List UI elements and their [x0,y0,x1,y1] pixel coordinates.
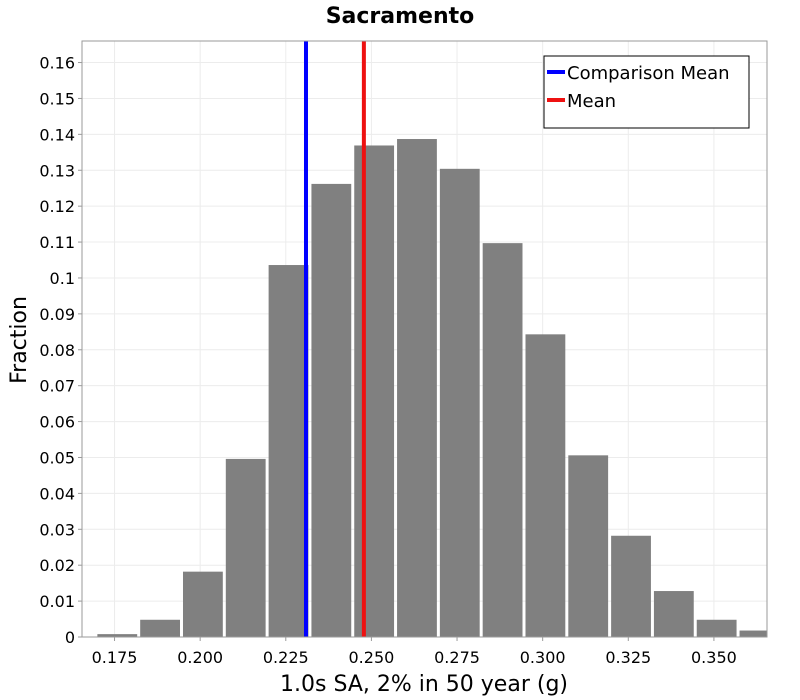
y-tick-label: 0.09 [39,305,75,324]
y-tick-label: 0.12 [39,197,75,216]
y-tick-label: 0.11 [39,233,75,252]
y-tick-label: 0.04 [39,484,75,503]
legend-entry: Comparison Mean [567,63,730,84]
legend: Comparison Mean Mean [543,55,750,129]
y-tick-label: 0.13 [39,161,75,180]
y-tick-label: 0.03 [39,520,75,539]
legend-entry: Mean [567,91,616,112]
y-tick-label: 0.02 [39,556,75,575]
y-tick-label: 0.05 [39,448,75,467]
histogram-bar [354,145,395,637]
histogram-bar [482,243,523,637]
y-tick-label: 0.07 [39,377,75,396]
y-tick-label: 0.14 [39,125,75,144]
plot-frame [81,40,768,638]
histogram-bar [568,455,609,637]
histogram-bar [739,630,767,637]
histogram-bar [182,571,223,637]
y-tick-label: 0.16 [39,54,75,73]
x-tick-label: 0.275 [434,648,480,667]
histogram-bar [397,139,437,637]
histogram-bar [611,535,651,637]
x-tick-label: 0.325 [605,648,651,667]
histogram-bar [140,619,180,637]
y-tick-label: 0.15 [39,89,75,108]
mean-lines [303,41,366,637]
histogram-bar [696,619,737,637]
x-tick-label: 0.300 [520,648,566,667]
x-axis-label: 1.0s SA, 2% in 50 year (g) [280,672,568,697]
y-axis-ticks: 0 0.01 0.02 0.03 0.04 0.05 0.06 0.07 0.08 0.09 0.1… [39,54,82,647]
histogram-bar [439,168,480,637]
x-axis-ticks: 0.175 0.200 0.225 0.250 0.275 0.300 0.325 0.350 [92,637,737,667]
histogram-bar [97,634,138,637]
x-tick-label: 0.350 [691,648,737,667]
y-tick-label: 0 [65,628,75,647]
x-tick-label: 0.175 [92,648,138,667]
chart-title: Sacramento [326,4,475,29]
histogram-bar [225,458,266,637]
y-tick-label: 0.1 [50,269,75,288]
y-axis-label: Fraction [7,296,32,384]
histogram-bar [525,334,566,637]
y-tick-label: 0.08 [39,341,75,360]
y-tick-label: 0.06 [39,413,75,432]
x-tick-label: 0.200 [177,648,223,667]
x-tick-label: 0.225 [263,648,309,667]
y-tick-label: 0.01 [39,592,75,611]
histogram-bar [268,265,309,637]
histogram-bar [311,183,352,637]
x-tick-label: 0.250 [349,648,395,667]
legend-box [543,55,750,129]
bars [97,139,800,637]
histogram-bar [782,635,800,637]
histogram-bar [653,591,694,637]
